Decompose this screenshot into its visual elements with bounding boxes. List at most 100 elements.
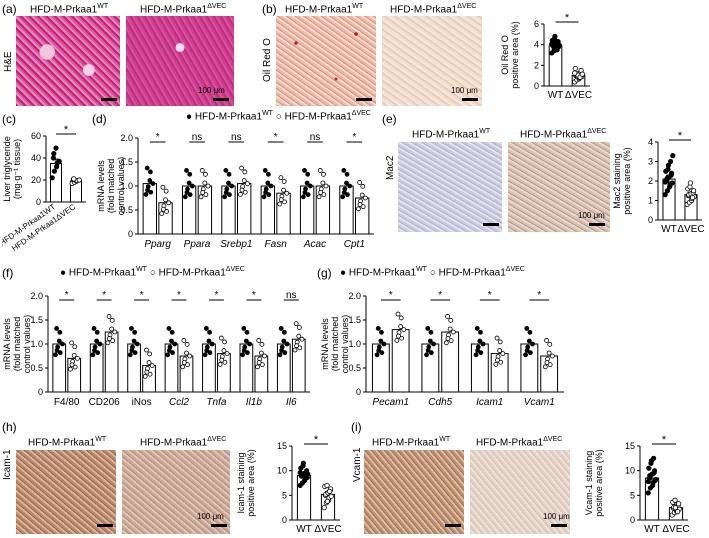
y-tick-label: 6 xyxy=(534,19,539,29)
data-point xyxy=(318,190,324,195)
data-point xyxy=(428,329,434,335)
data-point xyxy=(428,350,434,356)
y-tick-label: 0 xyxy=(128,229,133,239)
data-point xyxy=(552,33,558,39)
panel-letter-d: (d) xyxy=(92,112,107,126)
data-point xyxy=(498,359,504,365)
he-side-label: H&E xyxy=(3,51,14,72)
bar xyxy=(355,197,370,235)
bar xyxy=(441,331,460,393)
e-title-wt: HFD-M-Prkaa1WT xyxy=(412,128,491,141)
y-axis-label: (fold matched xyxy=(12,317,22,372)
data-point xyxy=(69,340,74,346)
x-tick-label: F4/80 xyxy=(54,397,80,408)
data-point xyxy=(242,189,248,195)
data-point xyxy=(448,317,454,323)
data-point xyxy=(244,350,250,356)
y-tick-label: 4 xyxy=(534,40,539,50)
i-scalebar-ko xyxy=(551,524,567,527)
significance-label: * xyxy=(662,434,667,446)
data-point xyxy=(320,180,326,186)
data-point xyxy=(448,338,454,344)
y-tick-label: 10 xyxy=(277,466,287,476)
data-point xyxy=(480,341,486,347)
vcam-side-label: Vcam-1 xyxy=(352,447,363,482)
b-scalebar-wt xyxy=(356,98,372,101)
data-point xyxy=(72,364,78,370)
data-point xyxy=(497,348,503,353)
data-point xyxy=(279,348,285,353)
b-scalebar-ko xyxy=(462,98,478,101)
significance-label: * xyxy=(389,290,393,301)
significance-label: * xyxy=(488,290,492,301)
x-tick-label: Cdh5 xyxy=(428,397,452,408)
data-point xyxy=(57,350,63,356)
chart-e: 0 1 2 3 4 Mac2 staining positive area (%) WT ΔVE… xyxy=(612,130,705,235)
data-point xyxy=(142,374,148,379)
data-point xyxy=(229,183,235,189)
data-point xyxy=(292,347,298,353)
data-point xyxy=(75,356,80,361)
data-point xyxy=(401,327,407,332)
y-tick-label: 1.5 xyxy=(30,315,43,325)
data-point xyxy=(378,338,384,344)
h-scalebar-ko xyxy=(211,524,227,527)
y-tick-label: 15 xyxy=(625,441,635,451)
data-point xyxy=(255,364,260,370)
panel-letter-e: (e) xyxy=(382,112,397,126)
data-point xyxy=(672,497,678,503)
data-point xyxy=(56,158,62,164)
data-point xyxy=(447,326,453,332)
significance-label: * xyxy=(140,290,144,301)
data-point xyxy=(160,206,166,212)
data-point xyxy=(572,65,578,72)
data-point xyxy=(376,348,382,353)
data-point xyxy=(357,202,363,207)
data-point xyxy=(547,341,553,347)
data-point xyxy=(379,350,385,356)
data-point xyxy=(381,341,387,347)
data-point xyxy=(300,194,306,200)
data-point xyxy=(445,336,451,341)
data-point xyxy=(321,171,326,177)
x-tick-label: Vcam1 xyxy=(524,397,555,408)
data-point xyxy=(147,351,153,357)
data-point xyxy=(198,194,204,200)
mac2-image-ko xyxy=(508,142,610,232)
data-point xyxy=(474,326,480,331)
data-point xyxy=(445,314,450,319)
data-point xyxy=(170,350,175,356)
data-point xyxy=(340,194,346,200)
he-image-wt xyxy=(16,16,120,106)
data-point xyxy=(662,192,668,198)
data-point xyxy=(360,204,366,210)
data-point xyxy=(307,183,313,189)
data-point xyxy=(200,190,206,195)
y-tick-label: 0.5 xyxy=(348,363,361,373)
data-point xyxy=(544,360,550,365)
data-point xyxy=(305,192,311,198)
data-point xyxy=(691,188,697,194)
y-tick-label: 15 xyxy=(277,441,287,451)
data-point xyxy=(321,505,327,511)
data-point xyxy=(265,180,271,186)
data-point xyxy=(182,194,188,200)
y-axis-label: (fold matched xyxy=(330,317,340,372)
y-axis-label: mRNA levels xyxy=(96,160,106,212)
data-point xyxy=(524,326,530,331)
data-point xyxy=(443,340,449,346)
data-point xyxy=(112,329,118,335)
data-point xyxy=(527,329,533,335)
data-point xyxy=(223,168,229,173)
y-tick-label: 5 xyxy=(282,490,287,500)
data-point xyxy=(107,336,112,341)
bar xyxy=(291,338,306,393)
legend-f: ● HFD-M-Prkaa1WT ○ HFD-M-Prkaa1ΔVEC xyxy=(60,266,245,279)
y-axis-label: positive area (%) xyxy=(622,147,632,215)
y-axis-label: positive area (%) xyxy=(246,449,256,517)
data-point xyxy=(296,333,302,339)
data-point xyxy=(149,363,155,368)
data-point xyxy=(243,338,249,344)
data-point xyxy=(425,348,431,353)
data-point xyxy=(651,455,657,461)
